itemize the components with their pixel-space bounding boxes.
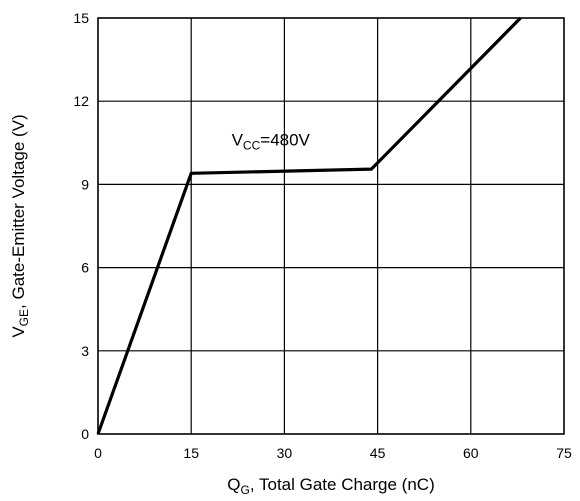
x-tick-label: 75	[556, 445, 572, 461]
y-tick-label: 12	[73, 93, 89, 109]
x-tick-labels: 0 15 30 45 60 75	[94, 445, 572, 461]
x-tick-label: 45	[370, 445, 386, 461]
y-axis-title: VGE, Gate-Emitter Voltage (V)	[9, 114, 31, 337]
grid-lines	[98, 18, 564, 434]
x-axis-title: QG, Total Gate Charge (nC)	[227, 475, 434, 497]
y-tick-labels: 0 3 6 9 12 15	[73, 10, 89, 442]
y-tick-label: 15	[73, 10, 89, 26]
y-tick-label: 3	[81, 343, 89, 359]
x-tick-label: 15	[183, 445, 199, 461]
gate-charge-curve	[96, 16, 522, 435]
y-tick-label: 9	[81, 176, 89, 192]
plot-frame	[97, 17, 565, 435]
y-tick-label: 0	[81, 426, 89, 442]
x-tick-label: 0	[94, 445, 102, 461]
vcc-annotation: VCC=480V	[232, 131, 311, 153]
annotations: VCC=480V	[232, 131, 311, 153]
y-tick-label: 6	[81, 260, 89, 276]
x-tick-label: 30	[277, 445, 293, 461]
series-group	[96, 16, 522, 435]
x-tick-label: 60	[463, 445, 479, 461]
